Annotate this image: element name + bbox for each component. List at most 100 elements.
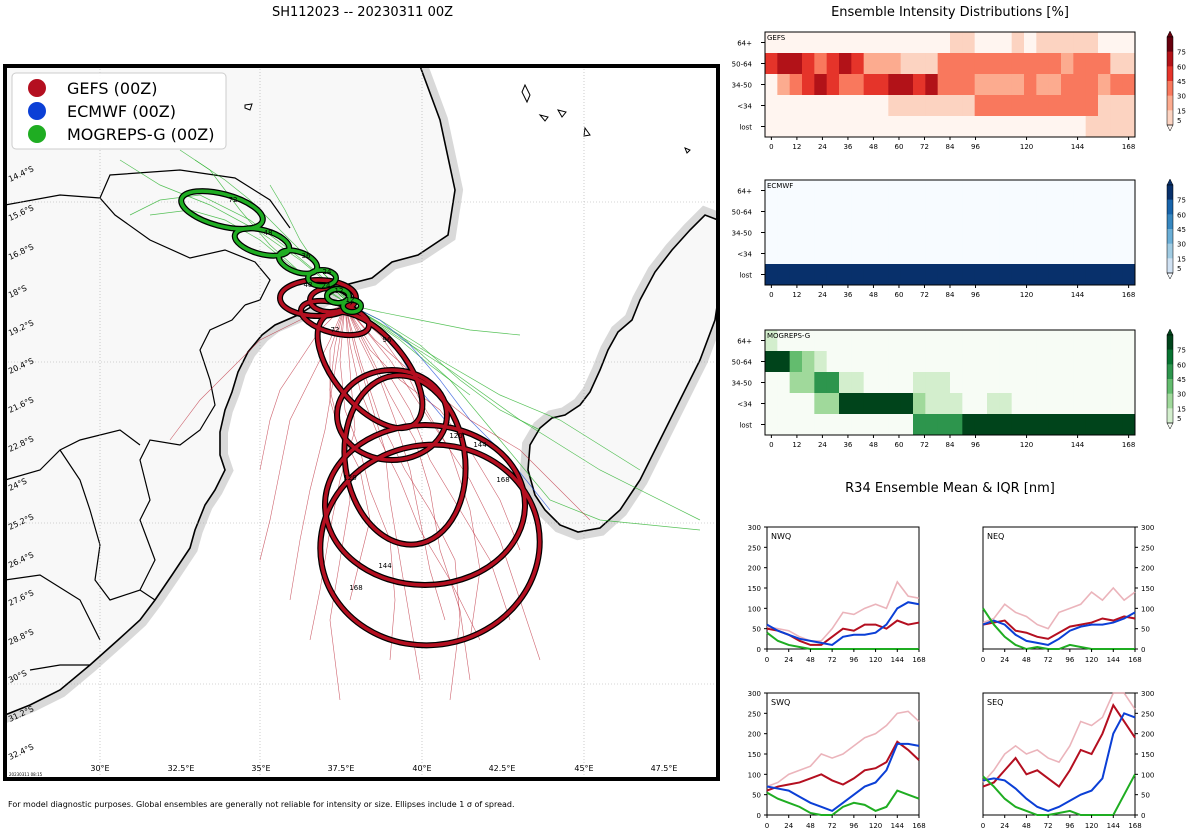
- lon-label: 45°E: [574, 764, 593, 773]
- heatmap-cell: [925, 351, 939, 373]
- ellipse-label: 12: [346, 296, 355, 304]
- heatmap-cell: [1122, 222, 1136, 244]
- heatmap-cell: [1073, 243, 1087, 265]
- heatmap-row-label: 34-50: [732, 82, 752, 90]
- heatmap-cell: [1011, 53, 1025, 75]
- heatmap-cell: [925, 32, 939, 54]
- heatmap-cell: [888, 330, 902, 352]
- heatmap-cell: [1110, 414, 1124, 436]
- heatmap-cell: [987, 243, 1000, 265]
- heatmap-cell: [789, 201, 803, 223]
- heatmap-cell: [1122, 95, 1136, 117]
- heatmap-x-tick: 96: [971, 143, 980, 151]
- heatmap-cell: [1024, 201, 1037, 223]
- heatmap-cell: [826, 201, 840, 223]
- heatmap-cell: [1011, 32, 1025, 54]
- heatmap-cell: [987, 264, 1000, 286]
- heatmap-cell: [765, 264, 778, 286]
- heatmap-cell: [962, 32, 976, 54]
- heatmap-cell: [900, 414, 914, 436]
- heatmap-cell: [789, 351, 803, 373]
- heatmap-cell: [839, 393, 852, 415]
- heatmap-cell: [802, 330, 815, 352]
- heatmap-cell: [777, 393, 791, 415]
- heatmap-x-tick: 0: [769, 291, 773, 299]
- heatmap-cell: [900, 222, 914, 244]
- heatmap-cell: [765, 53, 778, 75]
- heatmap-cell: [888, 53, 902, 75]
- heatmap-cell: [863, 74, 877, 96]
- heatmap-cell: [1085, 330, 1099, 352]
- heatmap-cell: [999, 351, 1013, 373]
- heatmap-cell: [987, 32, 1000, 54]
- r34-series-line: [982, 703, 1136, 788]
- r34-x-tick: 0: [981, 656, 985, 664]
- heatmap-cell: [1073, 95, 1087, 117]
- heatmap-cell: [789, 53, 803, 75]
- heatmap-cell: [802, 53, 815, 75]
- heatmap-cell: [999, 180, 1013, 202]
- heatmap-cell: [839, 95, 852, 117]
- heatmap-cell: [851, 372, 865, 394]
- heatmap-cell: [851, 32, 865, 54]
- heatmap-cell: [913, 414, 926, 436]
- heatmap-cell: [814, 351, 828, 373]
- heatmap-cell: [1061, 32, 1074, 54]
- heatmap-cell: [851, 393, 865, 415]
- heatmap-cell: [987, 74, 1000, 96]
- heatmap-cell: [814, 201, 828, 223]
- heatmap-cell: [839, 222, 852, 244]
- ellipse-label: 168: [349, 584, 362, 592]
- heatmap-cell: [1110, 351, 1124, 373]
- heatmap-cell: [900, 201, 914, 223]
- heatmap-cell: [888, 393, 902, 415]
- heatmap-cell: [1098, 243, 1111, 265]
- heatmap-cell: [1024, 243, 1037, 265]
- r34-y-tick: 150: [748, 585, 761, 593]
- heatmap-cell: [962, 264, 976, 286]
- heatmap-cell: [1122, 32, 1136, 54]
- heatmap-cell: [1073, 372, 1087, 394]
- r34-y-tick: 0: [757, 812, 761, 820]
- r34-x-tick: 24: [1000, 822, 1009, 830]
- heatmap-x-tick: 24: [818, 441, 827, 449]
- r34-series-line: [766, 742, 920, 813]
- heatmap-cell: [1110, 74, 1124, 96]
- heatmap-cell: [999, 116, 1013, 138]
- heatmap-cell: [789, 264, 803, 286]
- ellipse-label: 144: [473, 441, 487, 449]
- ellipse-label: 72: [331, 326, 340, 334]
- heatmap-cell: [851, 264, 865, 286]
- heatmap-cell: [1024, 264, 1037, 286]
- heatmap-cell: [1048, 32, 1062, 54]
- heatmap-cell: [974, 201, 988, 223]
- heatmap-cell: [1098, 74, 1111, 96]
- heatmap-cell: [962, 351, 976, 373]
- heatmap-cell: [814, 372, 828, 394]
- r34-x-tick: 96: [849, 656, 858, 664]
- r34-y-tick: 0: [757, 646, 761, 654]
- heatmap-cell: [802, 264, 815, 286]
- heatmap-cell: [987, 116, 1000, 138]
- heatmap-cell: [1036, 414, 1050, 436]
- heatmap-cell: [863, 414, 877, 436]
- heatmap-cell: [839, 372, 852, 394]
- heatmap-cell: [765, 116, 778, 138]
- r34-quadrant-label: NEQ: [987, 532, 1004, 541]
- map-legend: GEFS (00Z) ECMWF (00Z) MOGREPS-G (00Z): [11, 72, 227, 150]
- heatmap-cell: [1110, 180, 1124, 202]
- heatmap-cell: [851, 95, 865, 117]
- heatmap-cell: [1036, 393, 1050, 415]
- heatmap-cell: [1036, 264, 1050, 286]
- heatmap-cell: [1011, 330, 1025, 352]
- heatmap-cell: [1098, 116, 1111, 138]
- r34-y-tick: 250: [748, 544, 761, 552]
- heatmap-row-label: <34: [737, 103, 752, 111]
- heatmap-cell: [1061, 95, 1074, 117]
- heatmap-cell: [1073, 414, 1087, 436]
- heatmap-cell: [1036, 243, 1050, 265]
- heatmap-cell: [974, 264, 988, 286]
- r34-series-line: [766, 601, 920, 646]
